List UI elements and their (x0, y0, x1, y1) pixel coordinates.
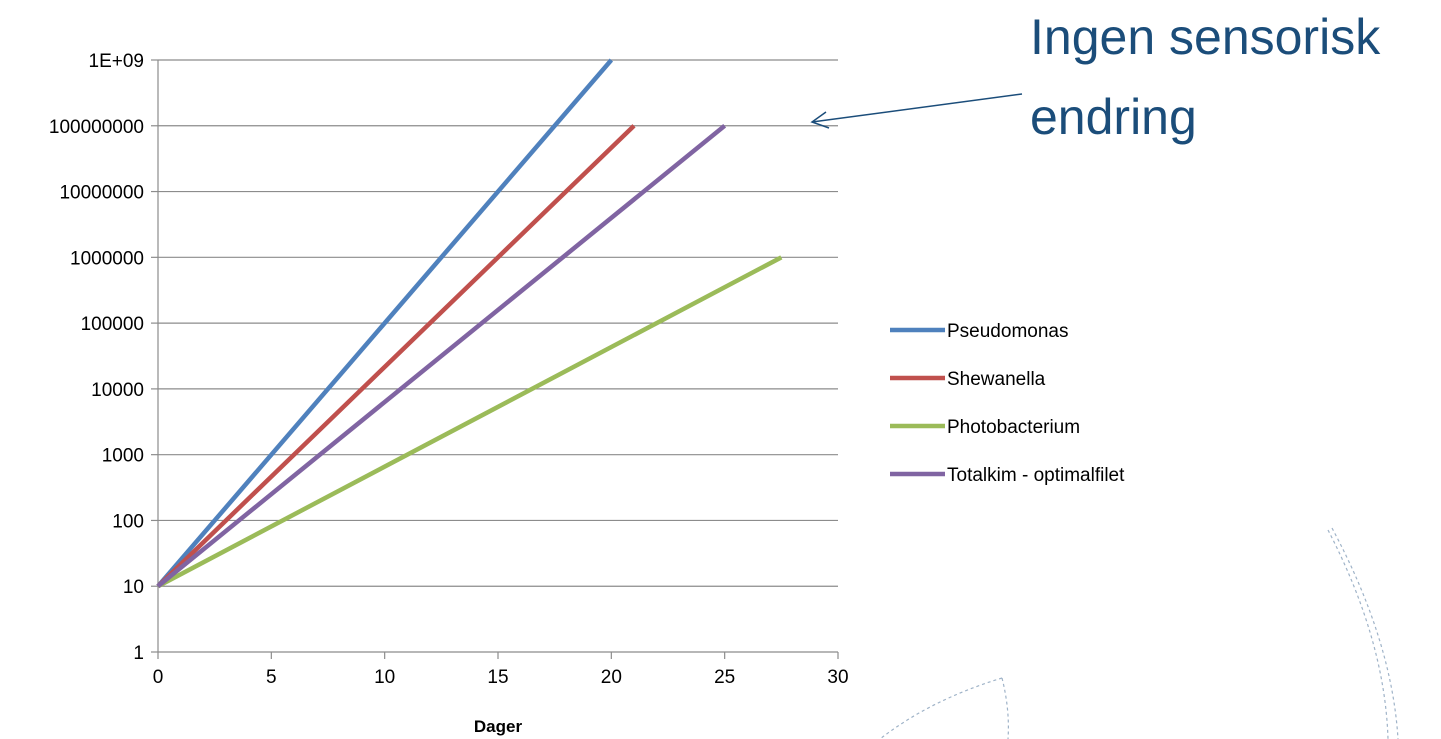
y-tick-label: 100000000 (49, 117, 144, 138)
y-tick-label: 1E+09 (89, 51, 144, 72)
x-axis-label: Dager (474, 717, 523, 736)
x-tick-label: 20 (601, 667, 622, 688)
series-lines (156, 58, 783, 589)
y-tick-label: 10 (123, 577, 144, 598)
axes (157, 60, 839, 659)
y-tick-label: 1000 (102, 446, 144, 467)
y-tick-label: 10000000 (59, 183, 144, 204)
gridlines (151, 59, 838, 653)
annotation-line2: endring (1030, 89, 1197, 145)
legend-label: Totalkim - optimalfilet (947, 465, 1125, 486)
y-tick-label: 100000 (81, 314, 144, 335)
legend: Pseudomonas Shewanella Photobacterium Total… (890, 321, 1125, 486)
x-tick-label: 15 (487, 667, 508, 688)
series-line (156, 255, 783, 589)
series-line (156, 124, 727, 588)
x-tick-label: 0 (153, 667, 164, 688)
annotation-arrow (810, 93, 1023, 129)
y-tick-label: 1000000 (70, 248, 144, 269)
x-tick-label: 5 (266, 667, 277, 688)
decorative-arcs (879, 527, 1399, 739)
series-line (156, 124, 636, 588)
y-tick-labels: 1 10 100 1000 10000 100000 1000000 10000000 1000… (49, 51, 144, 664)
legend-label: Photobacterium (947, 417, 1080, 438)
x-tick-label: 10 (374, 667, 395, 688)
x-tick-label: 25 (714, 667, 735, 688)
x-tick-label: 30 (827, 667, 848, 688)
y-tick-label: 1 (133, 643, 144, 664)
x-tick-labels: 0 5 10 15 20 25 30 (153, 667, 849, 688)
legend-label: Shewanella (947, 369, 1046, 390)
annotation-line1: Ingen sensorisk (1030, 9, 1381, 65)
series-line (156, 58, 614, 588)
y-tick-label: 10000 (91, 380, 144, 401)
y-tick-label: 100 (112, 511, 144, 532)
legend-label: Pseudomonas (947, 321, 1068, 342)
